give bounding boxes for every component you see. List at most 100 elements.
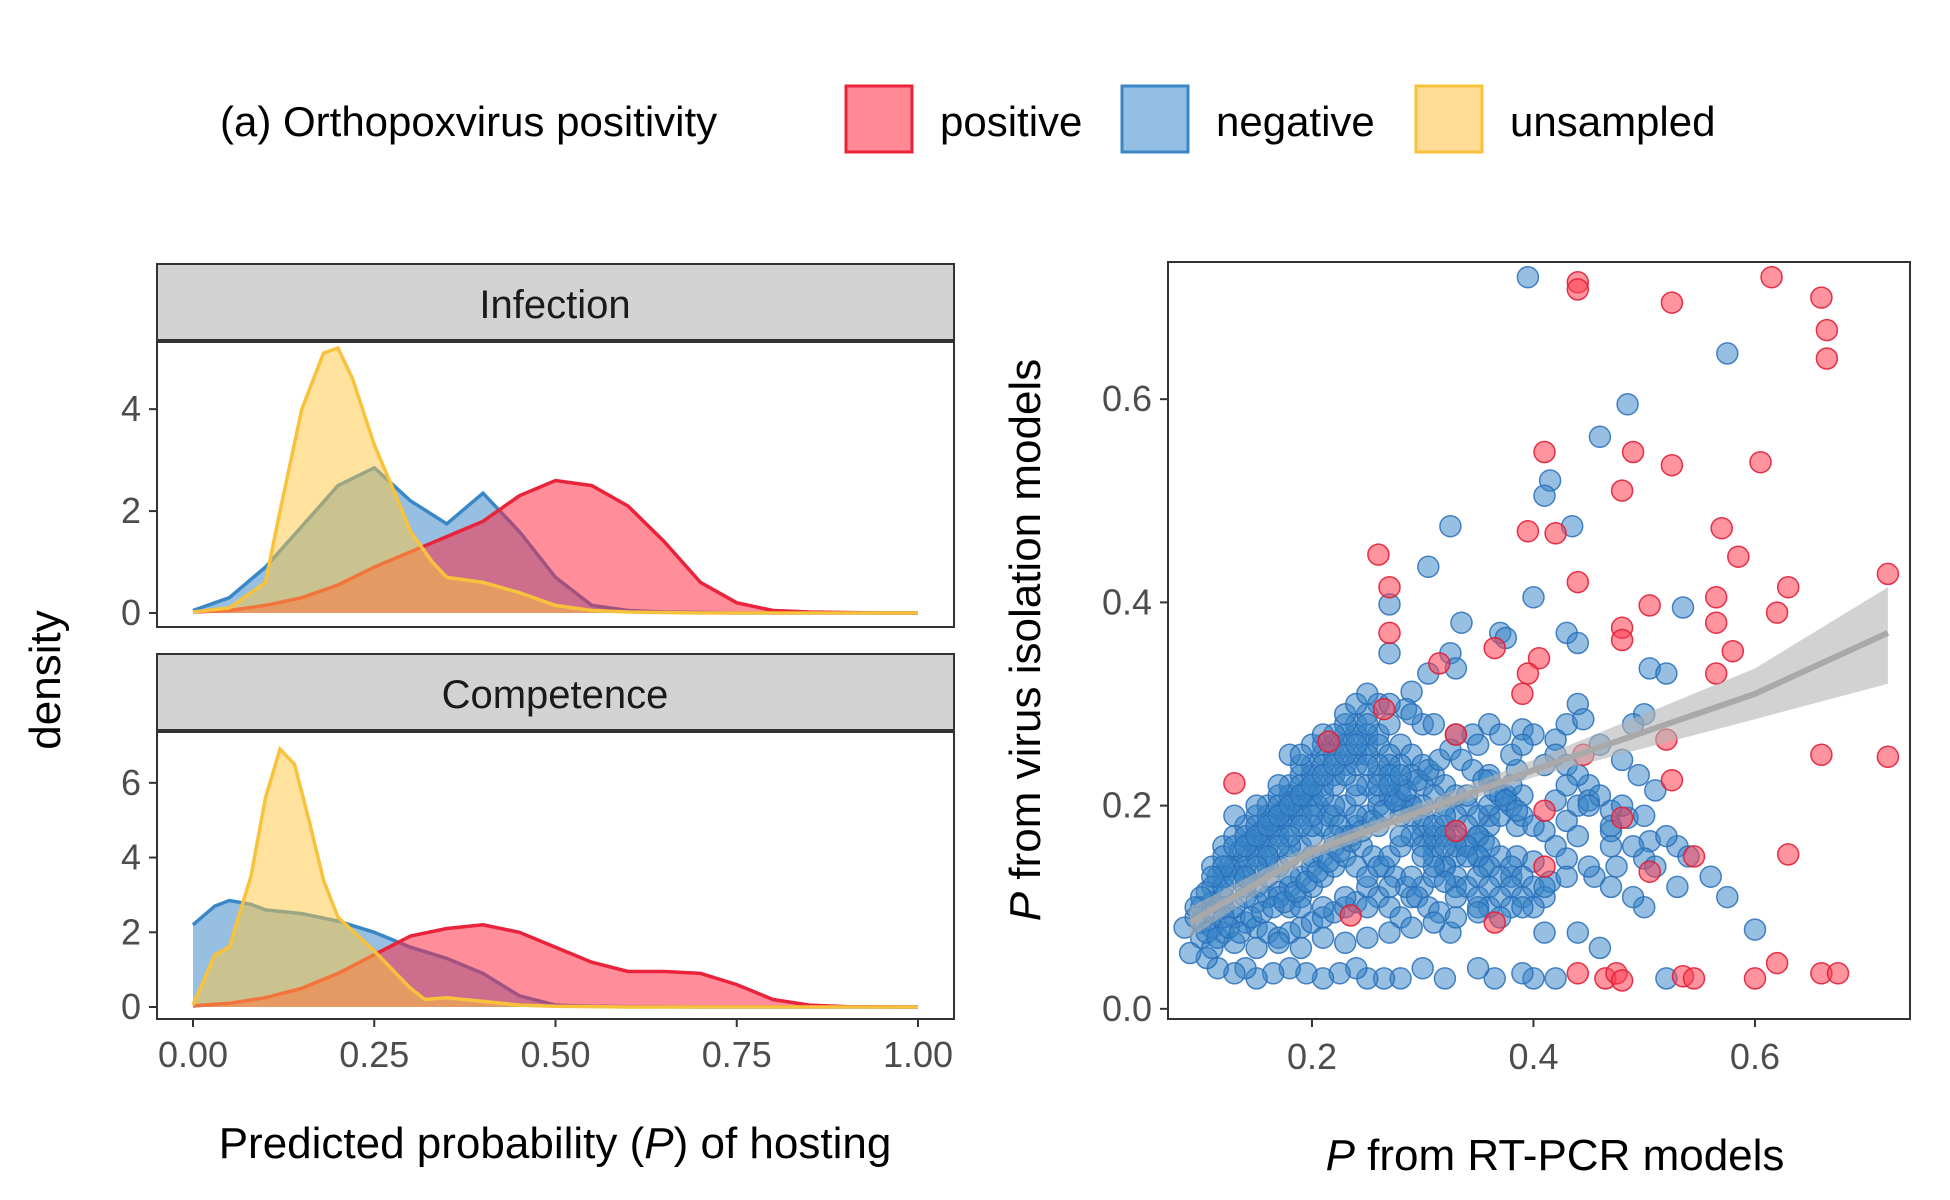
scatter-point-positive [1638, 860, 1661, 883]
scatter-point-negative [1245, 794, 1268, 817]
x-tick-label: 1.00 [883, 1034, 953, 1075]
scatter-point-positive [1660, 453, 1684, 477]
scatter-point-negative [1389, 763, 1412, 787]
scatter-point-negative [1566, 921, 1590, 944]
scatter-point-negative [1228, 921, 1252, 944]
scatter-point-negative [1716, 885, 1739, 909]
scatter-point-positive [1610, 479, 1634, 502]
scatter-point-negative [1433, 967, 1457, 990]
scatter-point-negative [1178, 941, 1202, 965]
scatter-point-negative [1483, 967, 1506, 990]
x-axis-title-suffix: ) of hosting [674, 1119, 892, 1168]
scatter-point-negative [1699, 865, 1722, 888]
y-tick-label: 0.6 [1102, 378, 1152, 419]
x-tick-label: 0.4 [1508, 1036, 1558, 1077]
legend: (a) Orthopoxvirus positivity positive ne… [220, 84, 1715, 154]
scatter-point-positive [1483, 911, 1506, 934]
scatter-point-positive [1339, 904, 1362, 927]
x-tick-label: 0.75 [702, 1034, 772, 1075]
scatter-point-negative [1544, 967, 1567, 990]
scatter-point-positive [1765, 601, 1789, 624]
panel-infection: 0 2 4 [121, 342, 954, 633]
strip-infection [156, 263, 955, 341]
strip-label-infection: Infection [479, 283, 630, 327]
legend-title: (a) Orthopoxvirus positivity [220, 98, 717, 145]
scatter-point-positive [1876, 562, 1900, 586]
scatter-point-positive [1638, 594, 1661, 617]
y-tick-label: 0.0 [1102, 988, 1152, 1029]
scatter-point-negative [1555, 809, 1578, 833]
scatter-point-negative [1422, 713, 1446, 736]
scatter-point-positive [1483, 636, 1506, 660]
scatter-point-negative [1466, 956, 1490, 980]
scatter-point-positive [1727, 545, 1750, 568]
y-tick-label: 6 [121, 762, 141, 803]
scatter-point-negative [1572, 707, 1595, 731]
scatter-point-negative [1555, 865, 1578, 888]
scatter-point-positive [1378, 575, 1401, 599]
scatter-point-positive [1533, 855, 1556, 878]
scatter-point-positive [1660, 768, 1684, 792]
scatter-point-negative [1356, 682, 1379, 706]
scatter-point-negative [1644, 779, 1667, 802]
x-axis-title-var: P [644, 1119, 674, 1168]
scatter-point-negative [1455, 845, 1479, 868]
scatter-point-negative [1666, 875, 1689, 899]
scatter-point-positive [1810, 286, 1833, 309]
scatter-point-positive [1511, 682, 1534, 706]
scatter-point-positive [1533, 440, 1556, 464]
y-axis-title-scatter-rest: from virus isolation models [1001, 359, 1050, 892]
scatter-point-positive [1566, 962, 1590, 985]
y-tick-label: 0 [121, 986, 141, 1027]
scatter-point-negative [1488, 723, 1512, 746]
scatter-point-negative [1311, 926, 1335, 949]
scatter-point-negative [1289, 743, 1313, 767]
scatter-point-negative [1616, 393, 1639, 416]
scatter-point-negative [1599, 835, 1623, 858]
y-tick-label: 2 [121, 911, 141, 952]
legend-label-unsampled: unsampled [1510, 98, 1715, 145]
y-axis-title-scatter-var: P [1001, 891, 1050, 921]
scatter-point-positive [1776, 575, 1800, 599]
scatter-point-negative [1522, 586, 1545, 609]
x-tick-label: 0.6 [1730, 1036, 1780, 1077]
scatter-point-positive [1444, 819, 1468, 843]
panel-competence: 0 2 4 6 [121, 732, 954, 1027]
scatter-point-negative [1433, 870, 1457, 894]
density-area-unsampled [193, 749, 918, 1007]
x-axis-title-scatter: P from RT-PCR models [1326, 1131, 1785, 1180]
density-line-unsampled [191, 745, 918, 1009]
scatter-point-positive [1544, 522, 1567, 545]
scatter-point-negative [1627, 763, 1650, 787]
scatter-point-positive [1378, 621, 1401, 645]
scatter-point-positive [1610, 806, 1634, 830]
scatter-point-negative [1400, 916, 1423, 939]
y-axis-title-density: density [21, 610, 70, 749]
scatter-point-negative [1267, 774, 1290, 797]
scatter-point-negative [1433, 835, 1457, 858]
legend-key-negative [1120, 84, 1190, 154]
x-tick-label: 0.2 [1287, 1036, 1337, 1077]
scatter-point-negative [1223, 804, 1246, 828]
scatter-chart: 0.2 0.4 0.6 0.0 0.2 0.4 0.6 P from RT-PCR mode… [1001, 261, 1911, 1180]
scatter-point-negative [1422, 911, 1446, 934]
scatter-point-positive [1516, 520, 1540, 543]
scatter-point-positive [1610, 628, 1634, 652]
x-tick-label: 0.50 [520, 1034, 590, 1075]
scatter-marks [1173, 265, 1900, 992]
scatter-point-positive [1815, 347, 1839, 370]
scatter-point-negative [1599, 875, 1623, 899]
legend-label-negative: negative [1216, 98, 1375, 145]
y-tick-label: 0 [121, 592, 141, 633]
scatter-point-negative [1522, 814, 1545, 838]
scatter-point-negative [1533, 921, 1556, 944]
legend-label-positive: positive [940, 98, 1082, 145]
scatter-point-negative [1378, 875, 1401, 899]
x-axis-title-scatter-var: P [1326, 1131, 1356, 1180]
density-line-unsampled [192, 345, 918, 615]
scatter-point-negative [1400, 865, 1423, 888]
scatter-point-negative [1333, 931, 1357, 955]
scatter-point-negative [1533, 875, 1556, 899]
scatter-point-negative [1716, 342, 1739, 365]
